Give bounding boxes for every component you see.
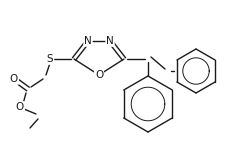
Text: O: O [16,102,24,112]
Text: N: N [106,36,114,46]
Text: O: O [95,70,103,80]
Text: N: N [84,36,92,46]
Text: S: S [47,54,53,64]
Text: O: O [10,74,18,84]
